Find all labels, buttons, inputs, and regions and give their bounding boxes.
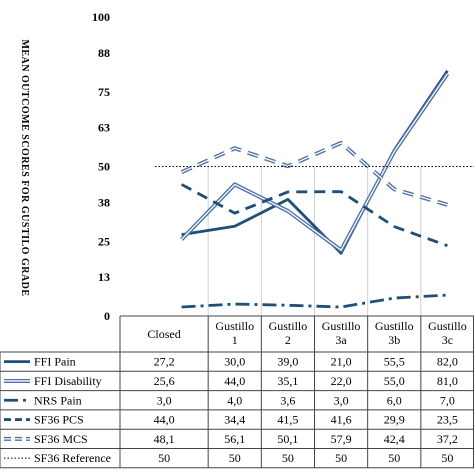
data-label: 30,0 [224, 355, 245, 369]
data-label: 42,4 [384, 432, 405, 446]
y-tick-label: 38 [98, 195, 110, 209]
y-tick-label: 50 [98, 160, 110, 174]
data-label: 44,0 [224, 374, 245, 388]
data-label: 29,9 [384, 413, 405, 427]
y-tick-label: 88 [98, 46, 110, 60]
data-label: 39,0 [277, 355, 298, 369]
y-axis-label: MEAN OUTCOME SCORES FOR GUSTILO GRADE [19, 39, 30, 296]
data-label: 4,0 [227, 393, 242, 407]
data-label: 21,0 [331, 355, 352, 369]
legend-entry: FFI Pain [34, 355, 76, 369]
legend-entry: NRS Pain [34, 393, 82, 407]
category-label: Gustillo [375, 319, 414, 333]
data-label: 55,0 [384, 374, 405, 388]
data-label: 50 [158, 451, 170, 465]
series-line-inner [181, 142, 448, 206]
category-label: Gustillo [322, 319, 361, 333]
data-label: 3,0 [334, 393, 349, 407]
series-line [181, 70, 449, 255]
y-tick-label: 25 [98, 234, 110, 248]
data-label: 82,0 [437, 355, 458, 369]
data-label: 34,4 [224, 413, 245, 427]
data-label: 50,1 [277, 432, 298, 446]
category-label: 3a [335, 333, 347, 347]
data-label: 37,2 [437, 432, 458, 446]
y-tick-label: 100 [92, 10, 110, 24]
category-label: 2 [285, 333, 291, 347]
legend-entry: SF36 Reference [34, 451, 111, 465]
data-label: 27,2 [154, 355, 175, 369]
grid [207, 167, 422, 316]
data-label: 41,6 [331, 413, 352, 427]
data-label: 48,1 [154, 432, 175, 446]
data-label: 41,5 [277, 413, 298, 427]
data-label: 57,9 [331, 432, 352, 446]
category-label: Gustillo [428, 319, 467, 333]
data-label: 50 [282, 451, 294, 465]
legend-entry: FFI Disability [34, 374, 102, 388]
data-label: 50 [229, 451, 241, 465]
data-label: 50 [441, 451, 453, 465]
series-line [181, 293, 448, 309]
legend-entry: SF36 MCS [34, 432, 88, 446]
data-label: 50 [335, 451, 347, 465]
legend-entry: SF36 PCS [34, 413, 84, 427]
data-label: 35,1 [277, 374, 298, 388]
category-label: Gustillo [215, 319, 254, 333]
category-label: Closed [147, 327, 180, 341]
data-label: 7,0 [440, 393, 455, 407]
data-label: 23,5 [437, 413, 458, 427]
y-tick-label: 75 [98, 85, 110, 99]
data-table: ClosedGustillo1Gustillo2Gustillo3aGustil… [0, 315, 474, 469]
y-tick-label: 63 [98, 121, 110, 135]
data-label: 25,6 [154, 374, 175, 388]
data-label: 6,0 [387, 393, 402, 407]
category-label: 1 [232, 333, 238, 347]
y-tick-label: 13 [98, 270, 110, 284]
series-line-inner [181, 73, 448, 251]
y-axis: 0 13 25 38 50 63 75 88 100 [92, 10, 110, 323]
y-tick-label: 0 [104, 309, 110, 323]
data-label: 22,0 [331, 374, 352, 388]
category-label: 3c [442, 333, 453, 347]
data-label: 44,0 [154, 413, 175, 427]
series-line [180, 183, 448, 248]
data-label: 3,6 [280, 393, 295, 407]
category-label: 3b [388, 333, 400, 347]
data-label: 50 [388, 451, 400, 465]
data-label: 56,1 [224, 432, 245, 446]
data-label: 81,0 [437, 374, 458, 388]
category-label: Gustillo [269, 319, 308, 333]
data-label: 55,5 [384, 355, 405, 369]
plot-area [155, 70, 474, 309]
data-label: 3,0 [157, 393, 172, 407]
